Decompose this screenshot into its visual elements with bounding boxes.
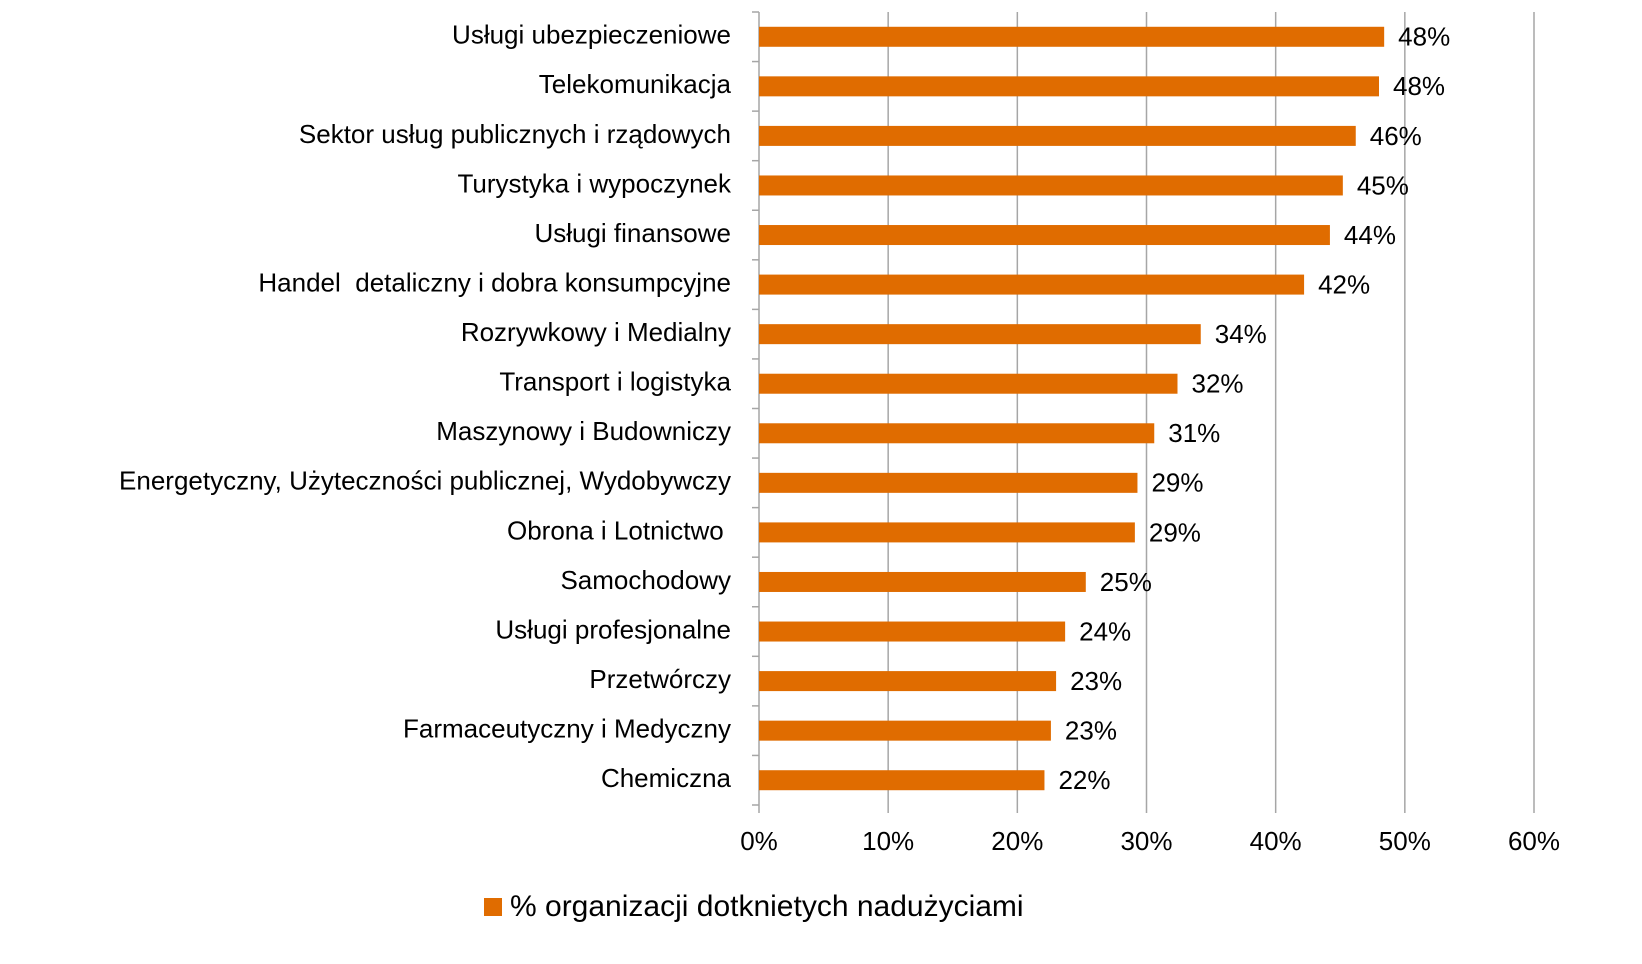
data-label: 44%: [1344, 220, 1396, 250]
data-label: 29%: [1151, 468, 1203, 498]
x-tick-label: 0%: [740, 826, 778, 856]
bar: [759, 720, 1051, 741]
bar: [759, 175, 1343, 196]
data-label: 23%: [1070, 666, 1122, 696]
data-label: 25%: [1100, 567, 1152, 597]
bar: [759, 472, 1138, 493]
bar: [759, 522, 1135, 543]
category-label: Farmaceutyczny i Medyczny: [403, 714, 731, 744]
bar: [759, 324, 1201, 345]
category-label: Handel detaliczny i dobra konsumpcyjne: [258, 267, 731, 297]
x-tick-label: 30%: [1120, 826, 1172, 856]
category-label: Usługi finansowe: [534, 218, 731, 248]
data-label: 24%: [1079, 616, 1131, 646]
bar: [759, 671, 1057, 692]
category-label: Przetwórczy: [589, 664, 731, 694]
x-tick-label: 50%: [1379, 826, 1431, 856]
bar: [759, 225, 1330, 246]
data-label: 31%: [1168, 418, 1220, 448]
bar: [759, 125, 1356, 146]
data-label: 34%: [1215, 319, 1267, 349]
data-label: 48%: [1398, 22, 1450, 52]
bar: [759, 621, 1066, 642]
data-label: 48%: [1393, 71, 1445, 101]
x-tick-label: 40%: [1250, 826, 1302, 856]
bar: [759, 770, 1045, 791]
category-label: Rozrywkowy i Medialny: [461, 317, 731, 347]
data-label: 22%: [1058, 765, 1110, 795]
category-label: Telekomunikacja: [539, 69, 732, 99]
category-label: Chemiczna: [601, 763, 732, 793]
bar: [759, 274, 1305, 295]
category-label: Usługi profesjonalne: [495, 614, 731, 644]
data-label: 29%: [1149, 517, 1201, 547]
x-tick-label: 10%: [862, 826, 914, 856]
category-label: Usługi ubezpieczeniowe: [452, 20, 731, 50]
data-label: 23%: [1065, 716, 1117, 746]
data-label: 32%: [1192, 369, 1244, 399]
bar: [759, 571, 1086, 592]
bar: [759, 423, 1155, 444]
data-label: 46%: [1370, 121, 1422, 151]
category-label: Obrona i Lotnictwo: [507, 515, 731, 545]
bar: [759, 26, 1385, 47]
category-label: Energetyczny, Użyteczności publicznej, W…: [119, 466, 731, 496]
legend-swatch: [484, 898, 502, 916]
category-label: Maszynowy i Budowniczy: [436, 416, 731, 446]
category-label: Sektor usług publicznych i rządowych: [299, 119, 731, 149]
bar: [759, 76, 1379, 97]
category-label: Turystyka i wypoczynek: [457, 168, 732, 198]
x-tick-label: 20%: [991, 826, 1043, 856]
data-label: 42%: [1318, 269, 1370, 299]
legend-label: % organizacji dotknietych nadużyciami: [510, 890, 1024, 923]
category-label: Transport i logistyka: [499, 367, 731, 397]
data-label: 45%: [1357, 170, 1409, 200]
bar: [759, 373, 1178, 394]
x-tick-label: 60%: [1508, 826, 1560, 856]
category-label: Samochodowy: [560, 565, 731, 595]
